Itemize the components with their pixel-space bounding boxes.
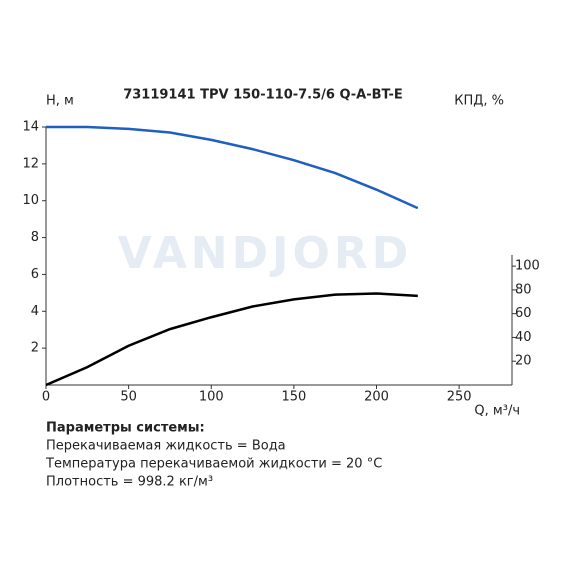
- y-tick-label: 4: [31, 304, 39, 319]
- y2-tick-label: 100: [515, 259, 540, 274]
- y-tick-label: 8: [31, 230, 39, 245]
- x-tick-label: 200: [364, 390, 389, 405]
- y-tick-label: 6: [31, 267, 39, 282]
- notes-heading: Параметры системы:: [46, 421, 205, 436]
- notes-line: Перекачиваемая жидкость = Вода: [46, 439, 286, 454]
- x-tick-label: 100: [199, 390, 224, 405]
- y-tick-label: 10: [22, 193, 39, 208]
- x-tick-label: 50: [120, 390, 137, 405]
- y2-axis-label: КПД, %: [454, 94, 504, 109]
- x-tick-label: 250: [447, 390, 472, 405]
- x-axis-label: Q, м³/ч: [474, 404, 520, 419]
- y-tick-label: 12: [22, 156, 39, 171]
- watermark: VANDJORD: [118, 228, 413, 279]
- chart-title: 73119141 TPV 150-110-7.5/6 Q-A-BT-E: [123, 88, 403, 103]
- notes-line: Температура перекачиваемой жидкости = 20…: [45, 457, 382, 472]
- series-line: [45, 292, 418, 387]
- y-tick-label: 14: [22, 120, 39, 135]
- x-tick-label: 150: [281, 390, 306, 405]
- notes-line: Плотность = 998.2 кг/м³: [46, 475, 213, 490]
- series-line: [46, 125, 419, 210]
- y-tick-label: 2: [31, 341, 39, 356]
- y2-tick-label: 80: [515, 282, 532, 297]
- y2-tick-label: 40: [515, 330, 532, 345]
- y2-tick-label: 60: [515, 306, 532, 321]
- y2-tick-label: 20: [515, 354, 532, 369]
- y-axis-label: H, м: [46, 94, 74, 109]
- x-tick-label: 0: [42, 390, 50, 405]
